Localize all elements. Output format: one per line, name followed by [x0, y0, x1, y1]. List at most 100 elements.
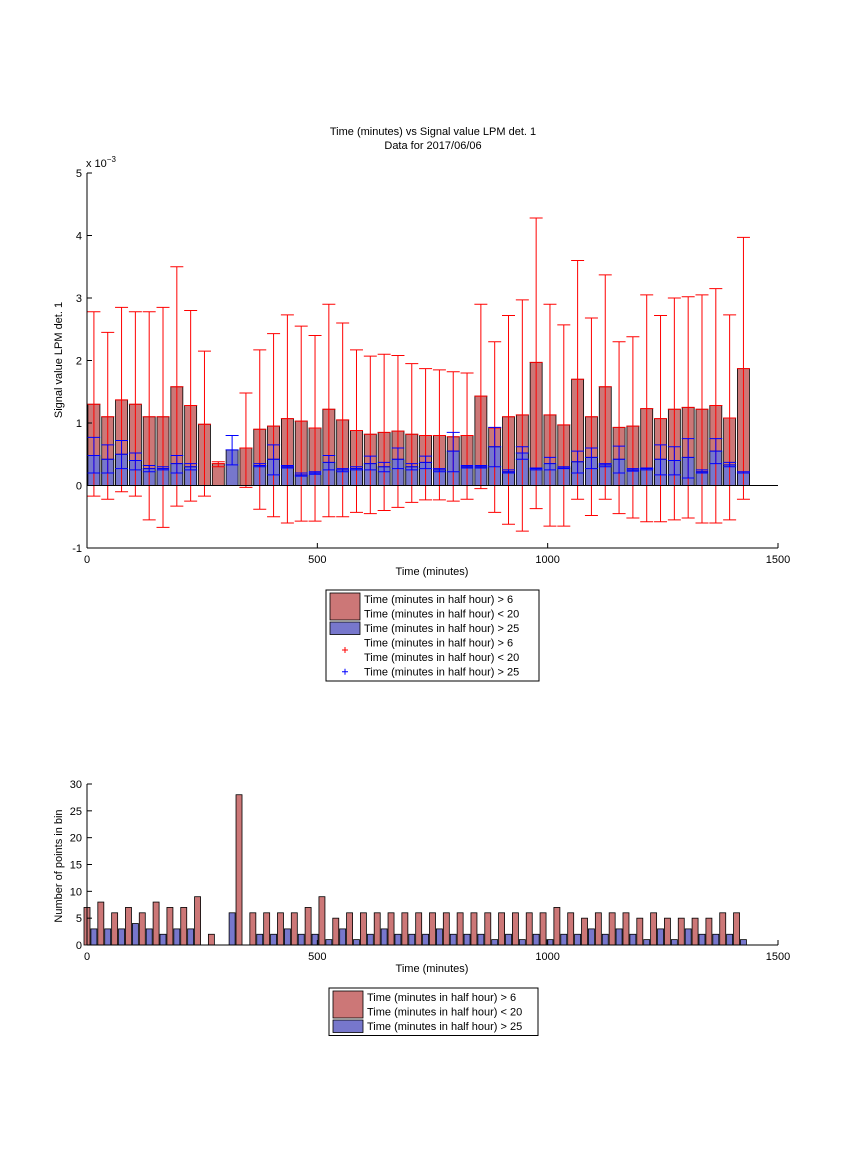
y-tick-label: 0 [76, 940, 82, 952]
chart-subtitle: Data for 2017/06/06 [384, 140, 481, 152]
bar-series1 [111, 912, 119, 946]
legend-swatch [329, 592, 361, 621]
bar-series2 [297, 933, 305, 946]
bar-series2 [118, 928, 125, 946]
y-tick-label: 0 [76, 481, 82, 493]
bar-series1 [346, 912, 353, 946]
y-tick-label: 30 [70, 779, 82, 791]
bar-series1 [677, 917, 685, 946]
x-axis-label: Time (minutes) [396, 566, 469, 578]
bar-series1 [484, 912, 492, 946]
legend-entry-label: Time (minutes in half hour) > 6 [364, 594, 513, 606]
legend-swatch [332, 990, 364, 1019]
bar-series1 [166, 907, 174, 946]
chart-marks [87, 217, 750, 532]
bar-series2 [657, 928, 664, 946]
tick-labels: 0 500 1000 1500 0 5 10 15 20 25 30 [70, 779, 790, 963]
bar-series1 [691, 917, 699, 946]
bar-series1 [304, 907, 312, 946]
y-tick-label: 4 [76, 231, 82, 243]
bar-series1 [525, 912, 533, 946]
legend: Time (minutes in half hour) > 6 Time (min… [328, 987, 539, 1036]
bar-series1 [553, 907, 561, 946]
y-multiplier-exponent: −3 [107, 155, 117, 164]
bar-series1 [636, 917, 644, 946]
y-multiplier-base: x 10 [86, 158, 107, 170]
bar-series1 [719, 912, 727, 946]
x-tick-label: 1500 [766, 951, 790, 963]
bar-series2 [740, 939, 747, 946]
bar-series1 [415, 912, 423, 946]
bar-series2 [463, 933, 471, 946]
legend-entry-label: Time (minutes in half hour) < 20 [367, 1007, 522, 1019]
bar-series1 [581, 917, 588, 946]
bar-series2 [270, 933, 277, 946]
bar-series1 [498, 912, 506, 946]
y-tick-label: -1 [72, 543, 82, 555]
y-tick-label: 1 [76, 418, 82, 430]
bar-series2 [228, 912, 236, 946]
bar-series1 [373, 912, 381, 946]
bar-series2 [518, 939, 526, 946]
bar-series1 [539, 912, 547, 946]
x-tick-label: 500 [308, 951, 326, 963]
bar-series1 [733, 912, 740, 946]
chart-marks [83, 794, 747, 946]
bar-series2 [145, 928, 153, 946]
count-chart: Number of points in bin Time (minutes) 0… [53, 779, 790, 1036]
legend-entry-label: Time (minutes in half hour) > 25 [364, 667, 519, 679]
bar-series1 [622, 912, 630, 946]
bar-series2 [505, 933, 512, 946]
bar-series1 [594, 912, 602, 946]
bar-series2 [629, 933, 637, 946]
bar-series1 [332, 917, 340, 946]
bar-series2 [574, 933, 582, 946]
bar-series1 [470, 912, 478, 946]
y-tick-label: 5 [76, 913, 82, 925]
bar-series2 [560, 933, 568, 946]
bar-series1 [512, 912, 519, 946]
legend-swatch [332, 1019, 364, 1033]
legend-entry-label: Time (minutes in half hour) > 25 [367, 1021, 522, 1033]
bar-series1 [249, 912, 257, 946]
y-multiplier: x 10−3 [86, 155, 116, 170]
bar-series2 [394, 933, 402, 946]
bar-series2 [408, 933, 416, 946]
bar-series2 [380, 928, 388, 946]
x-tick-label: 1000 [535, 554, 559, 566]
bar-series1 [429, 912, 436, 946]
y-axis-label: Number of points in bin [53, 809, 65, 922]
bar-series1 [664, 917, 671, 946]
bar-series2 [283, 928, 291, 946]
x-tick-label: 1500 [766, 554, 790, 566]
bar-series2 [684, 928, 692, 946]
bar-series1 [235, 794, 243, 946]
legend-entry-label: Time (minutes in half hour) > 6 [364, 638, 513, 650]
bar-series1 [608, 912, 616, 946]
legend: Time (minutes in half hour) > 6 Time (min… [325, 589, 540, 682]
bar-series2 [449, 933, 457, 946]
signal-chart: Time (minutes) vs Signal value LPM det. … [53, 126, 790, 682]
bar-series2 [670, 939, 678, 946]
bar-series1 [456, 912, 464, 946]
y-tick-label: 25 [70, 806, 82, 818]
bar-series1 [263, 912, 271, 946]
bar-series1 [401, 912, 409, 946]
bar-series2 [173, 928, 181, 946]
bar-series2 [366, 933, 374, 946]
bar-series2 [256, 933, 264, 946]
chart-title: Time (minutes) vs Signal value LPM det. … [330, 126, 536, 138]
bar-series1 [277, 912, 284, 946]
bar-series2 [726, 933, 734, 946]
bar-series2 [643, 939, 651, 946]
y-tick-label: 20 [70, 833, 82, 845]
y-tick-label: 10 [70, 886, 82, 898]
axes [86, 783, 779, 946]
legend-swatch [329, 621, 361, 635]
bar-series1 [180, 907, 188, 946]
bar-series1 [97, 901, 105, 946]
bar-series2 [353, 939, 360, 946]
bar-series1 [318, 896, 326, 946]
